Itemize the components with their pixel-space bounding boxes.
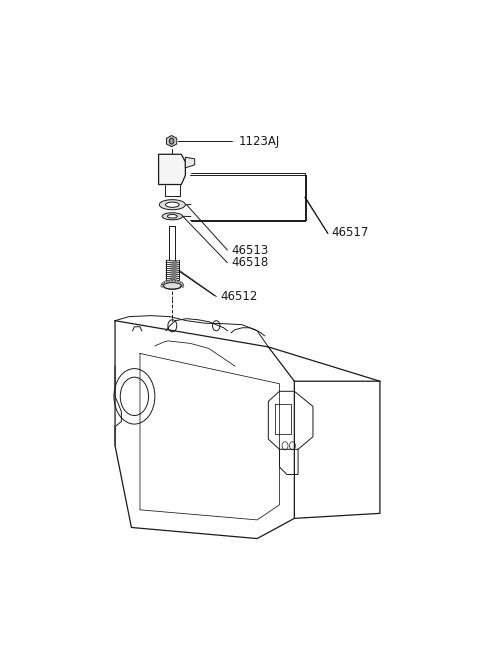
Ellipse shape (168, 215, 177, 218)
Circle shape (169, 138, 174, 144)
Circle shape (176, 280, 178, 283)
Ellipse shape (162, 213, 182, 220)
Text: 1123AJ: 1123AJ (239, 135, 280, 148)
Circle shape (165, 281, 167, 284)
Ellipse shape (163, 282, 181, 290)
Circle shape (170, 280, 172, 282)
Circle shape (161, 283, 164, 286)
Text: 46513: 46513 (231, 244, 268, 257)
Circle shape (161, 284, 163, 288)
Circle shape (173, 280, 175, 282)
Polygon shape (185, 157, 195, 168)
Text: 46512: 46512 (220, 290, 257, 303)
Circle shape (180, 282, 182, 285)
Ellipse shape (159, 200, 185, 210)
Circle shape (162, 282, 165, 285)
Circle shape (167, 280, 169, 283)
Ellipse shape (166, 202, 179, 208)
Polygon shape (167, 136, 177, 147)
Circle shape (181, 283, 183, 286)
Circle shape (181, 284, 184, 288)
Circle shape (178, 281, 180, 284)
Text: 46517: 46517 (332, 226, 369, 239)
Polygon shape (158, 155, 185, 185)
Text: 46518: 46518 (231, 256, 268, 269)
